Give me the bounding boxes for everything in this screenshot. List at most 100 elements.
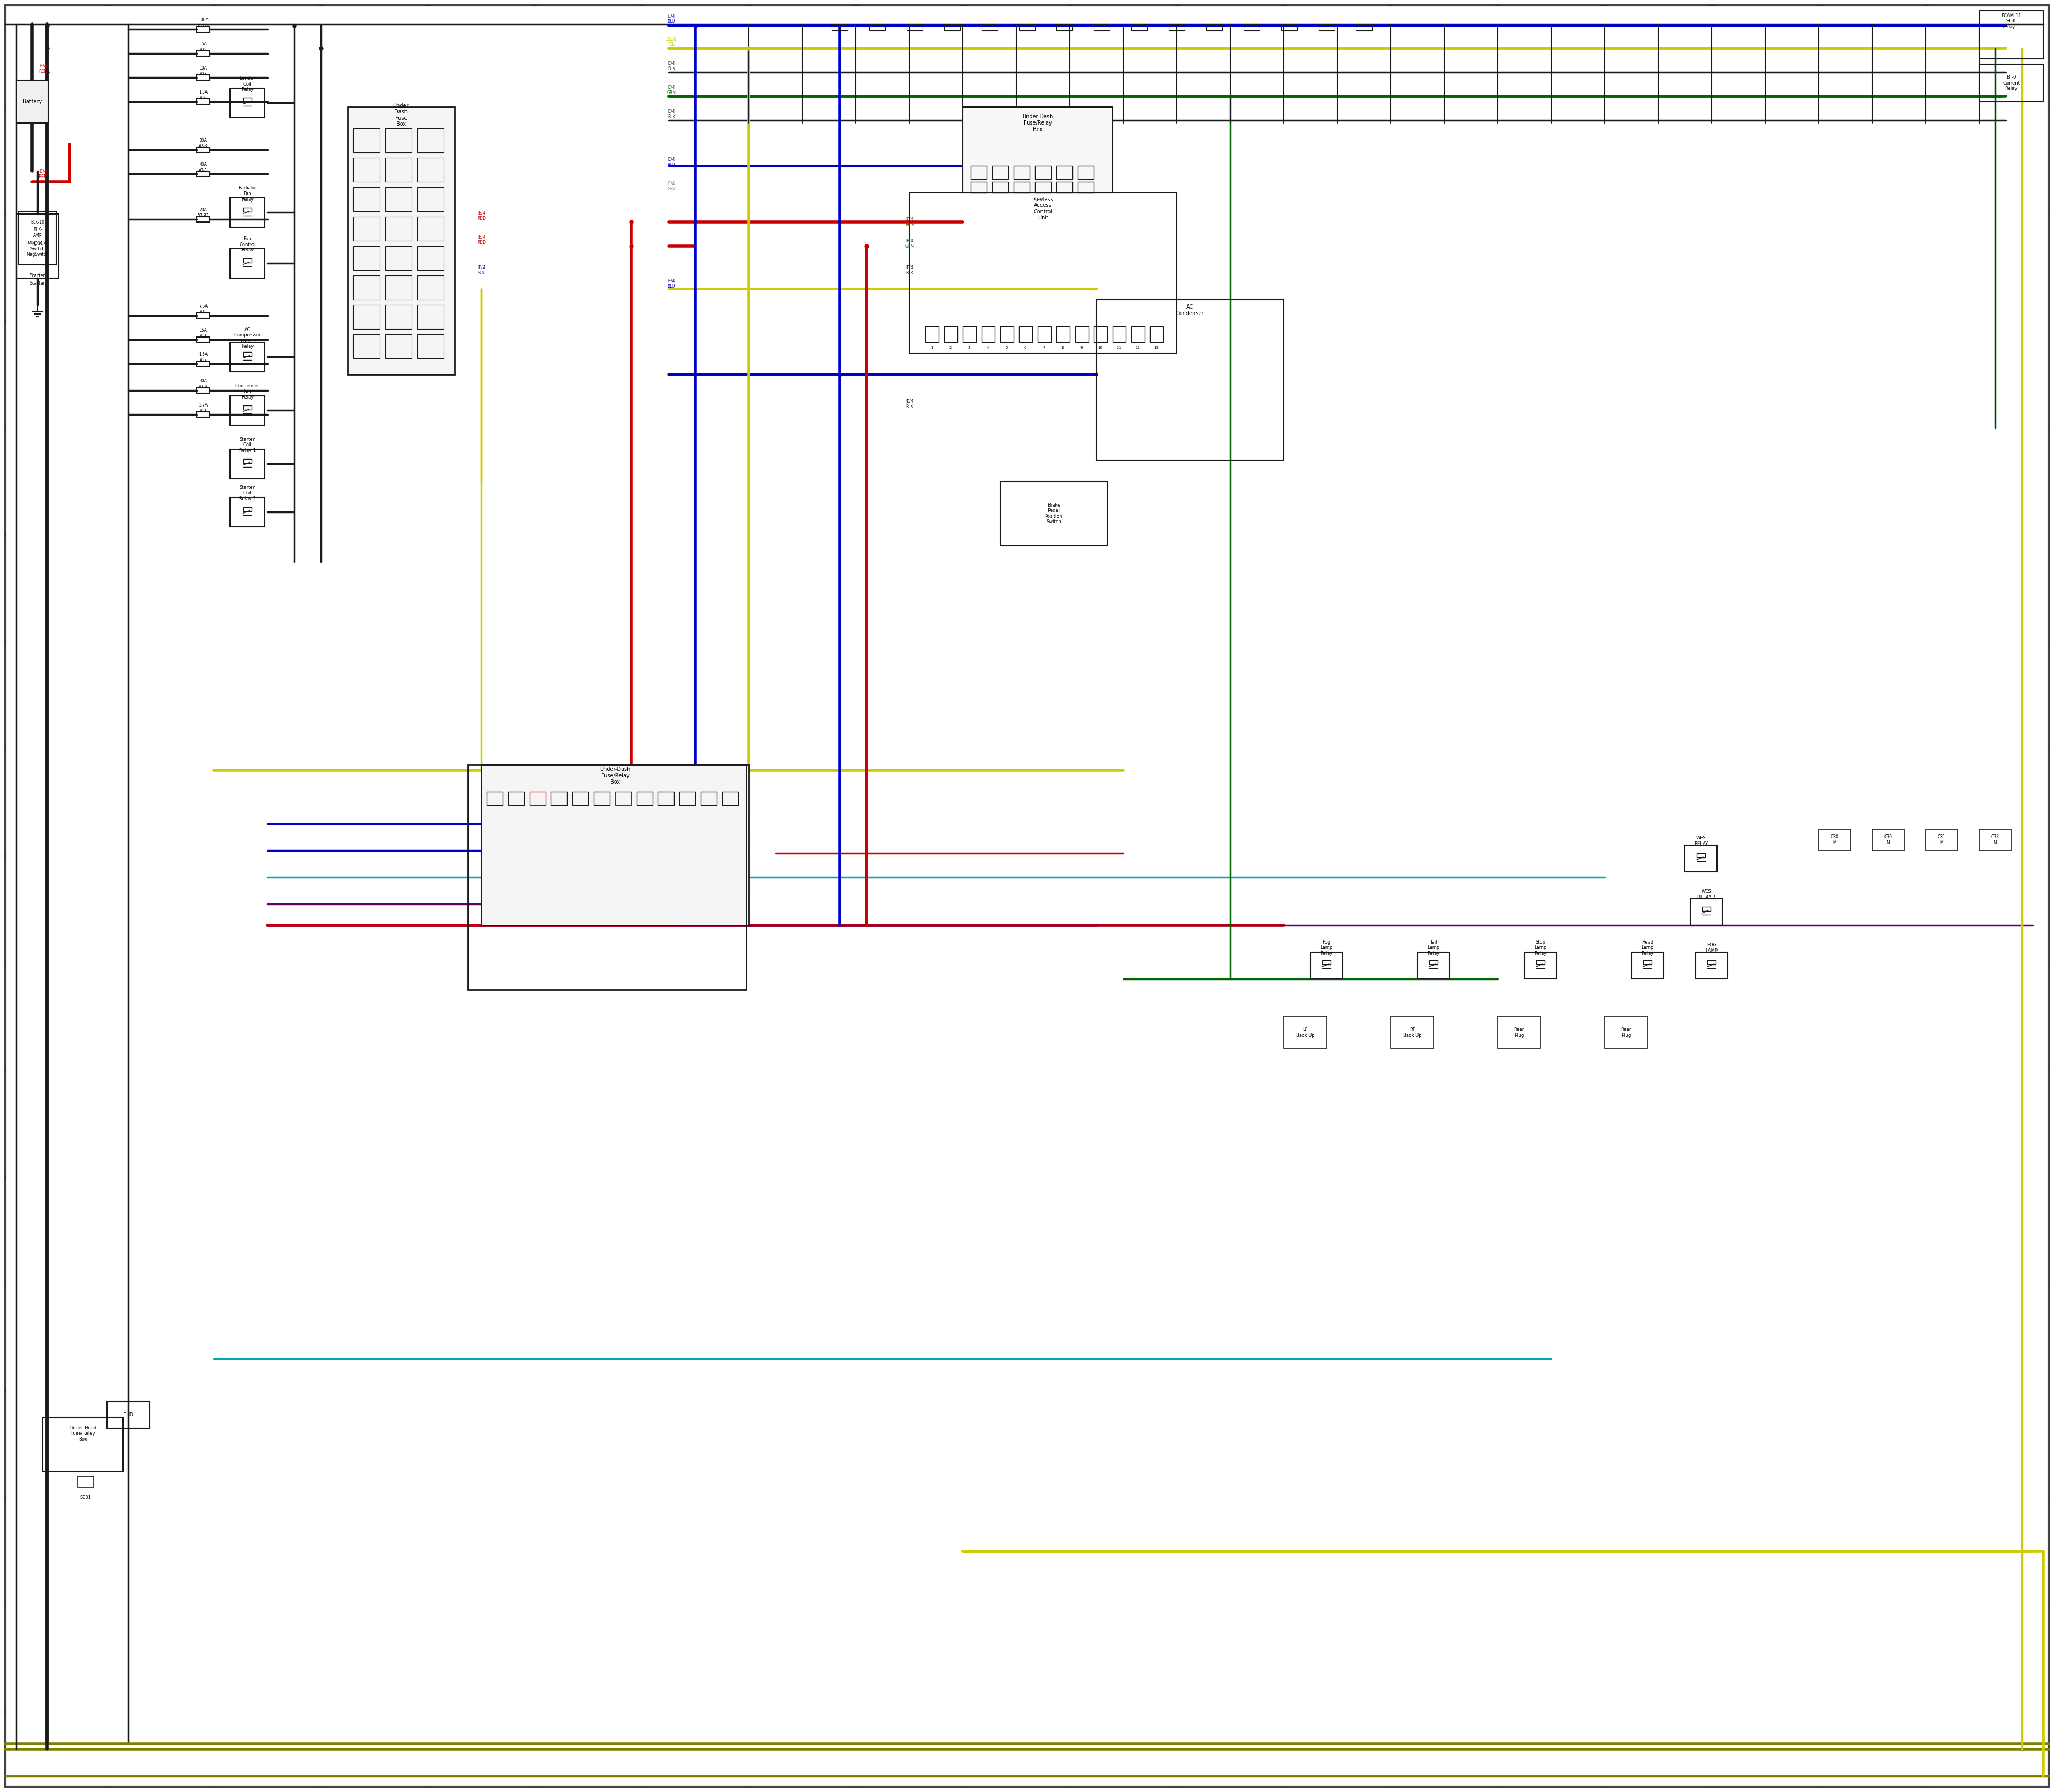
Bar xyxy=(1000,482,1107,545)
Text: 2IE/8
YEL: 2IE/8 YEL xyxy=(665,36,676,47)
Bar xyxy=(197,99,210,104)
Bar xyxy=(242,507,253,511)
Bar xyxy=(1697,952,1727,978)
Text: Under-
Dash
Fuse
Box: Under- Dash Fuse Box xyxy=(392,102,411,127)
Text: 6: 6 xyxy=(1025,346,1027,349)
Bar xyxy=(242,258,253,262)
Bar xyxy=(1019,326,1033,342)
Text: HG11: HG11 xyxy=(31,240,43,246)
Bar xyxy=(1871,830,1904,851)
Text: BLK-
AMP: BLK- AMP xyxy=(33,228,41,238)
Bar xyxy=(1980,830,2011,851)
Text: ELD: ELD xyxy=(123,1412,134,1417)
Bar xyxy=(1319,23,1335,30)
Bar xyxy=(353,186,380,211)
Text: IE/4
BLU: IE/4 BLU xyxy=(668,278,676,289)
Bar xyxy=(1417,952,1450,978)
Text: 1.5A
A17: 1.5A A17 xyxy=(199,353,207,362)
Bar xyxy=(353,246,380,271)
Bar xyxy=(230,450,265,478)
Bar xyxy=(242,405,253,410)
Bar xyxy=(680,792,696,805)
Bar xyxy=(386,186,413,211)
Bar xyxy=(1524,952,1557,978)
Text: Rear
Plug: Rear Plug xyxy=(1514,1027,1524,1038)
Bar xyxy=(353,158,380,181)
Text: Head
Lamp
Relay: Head Lamp Relay xyxy=(1641,941,1653,955)
Text: 1: 1 xyxy=(930,346,933,349)
Bar xyxy=(417,276,444,299)
Bar xyxy=(637,792,653,805)
Bar xyxy=(197,27,210,32)
Text: 10: 10 xyxy=(1099,346,1103,349)
Text: 20A
A7-B1: 20A A7-B1 xyxy=(197,208,210,219)
Bar xyxy=(197,147,210,152)
Bar xyxy=(963,326,976,342)
Text: 15A
A22: 15A A22 xyxy=(199,41,207,52)
Text: PCAM-11
Shift
Relay 1: PCAM-11 Shift Relay 1 xyxy=(2001,13,2021,29)
Text: LF
Back Up: LF Back Up xyxy=(1296,1027,1315,1038)
Text: IE/4
BLU: IE/4 BLU xyxy=(477,265,485,276)
Text: 30A
A3-4: 30A A3-4 xyxy=(199,378,207,389)
Text: Keyless
Access
Control
Unit: Keyless Access Control Unit xyxy=(1033,197,1054,220)
Bar xyxy=(1078,181,1095,192)
Bar xyxy=(386,335,413,358)
Text: Condenser
Fan
Relay: Condenser Fan Relay xyxy=(236,383,259,400)
Bar xyxy=(417,305,444,330)
Bar xyxy=(1035,181,1052,192)
Text: 2.7A
A11: 2.7A A11 xyxy=(199,403,207,414)
Text: IE/4
GRN: IE/4 GRN xyxy=(668,84,676,95)
Text: Fan
Control
Relay: Fan Control Relay xyxy=(238,237,255,253)
Bar xyxy=(197,337,210,342)
Bar xyxy=(1013,167,1029,179)
Bar xyxy=(1684,846,1717,873)
Bar xyxy=(16,81,47,124)
Bar xyxy=(481,765,750,925)
Bar xyxy=(507,792,524,805)
Bar xyxy=(386,217,413,240)
Bar xyxy=(1631,952,1664,978)
Bar xyxy=(230,498,265,527)
Bar xyxy=(1604,1016,1647,1048)
Bar xyxy=(1323,961,1331,964)
Bar xyxy=(18,211,55,265)
Bar xyxy=(614,792,631,805)
Bar xyxy=(347,108,454,375)
Text: Magnetic
Switch: Magnetic Switch xyxy=(27,240,47,251)
Text: IE/4
BLK: IE/4 BLK xyxy=(668,109,676,118)
Bar xyxy=(1536,961,1545,964)
Bar xyxy=(230,396,265,425)
Bar xyxy=(197,314,210,319)
Text: 7.5A
A25: 7.5A A25 xyxy=(199,305,207,314)
Bar xyxy=(1074,326,1089,342)
Bar xyxy=(1150,326,1163,342)
Text: 15A
A11: 15A A11 xyxy=(199,328,207,339)
Bar xyxy=(353,217,380,240)
Text: IE/4
BRN: IE/4 BRN xyxy=(906,217,914,228)
Bar xyxy=(1206,23,1222,30)
Text: Fog
Lamp
Relay: Fog Lamp Relay xyxy=(1321,941,1333,955)
Text: 3: 3 xyxy=(967,346,969,349)
Bar xyxy=(963,108,1113,192)
Text: 12: 12 xyxy=(1136,346,1140,349)
Bar xyxy=(700,792,717,805)
Bar xyxy=(197,387,210,392)
Bar xyxy=(417,158,444,181)
Text: 40A
A3-1: 40A A3-1 xyxy=(199,163,207,172)
Bar xyxy=(230,197,265,228)
Bar xyxy=(723,792,737,805)
Text: IE/4
BLK: IE/4 BLK xyxy=(668,61,676,72)
Bar xyxy=(230,342,265,371)
Bar xyxy=(353,335,380,358)
Bar xyxy=(78,1477,94,1487)
Text: IE/4
RED: IE/4 RED xyxy=(39,168,47,179)
Text: BLK-10: BLK-10 xyxy=(31,220,45,224)
Bar xyxy=(386,246,413,271)
Bar xyxy=(926,326,939,342)
Text: Radiator
Fan
Relay: Radiator Fan Relay xyxy=(238,186,257,202)
Bar xyxy=(982,326,994,342)
Text: Starter
Coil
Relay 1: Starter Coil Relay 1 xyxy=(238,437,255,453)
Bar xyxy=(906,23,922,30)
Bar xyxy=(1132,23,1148,30)
Text: 30A
A2-3: 30A A2-3 xyxy=(199,138,207,149)
